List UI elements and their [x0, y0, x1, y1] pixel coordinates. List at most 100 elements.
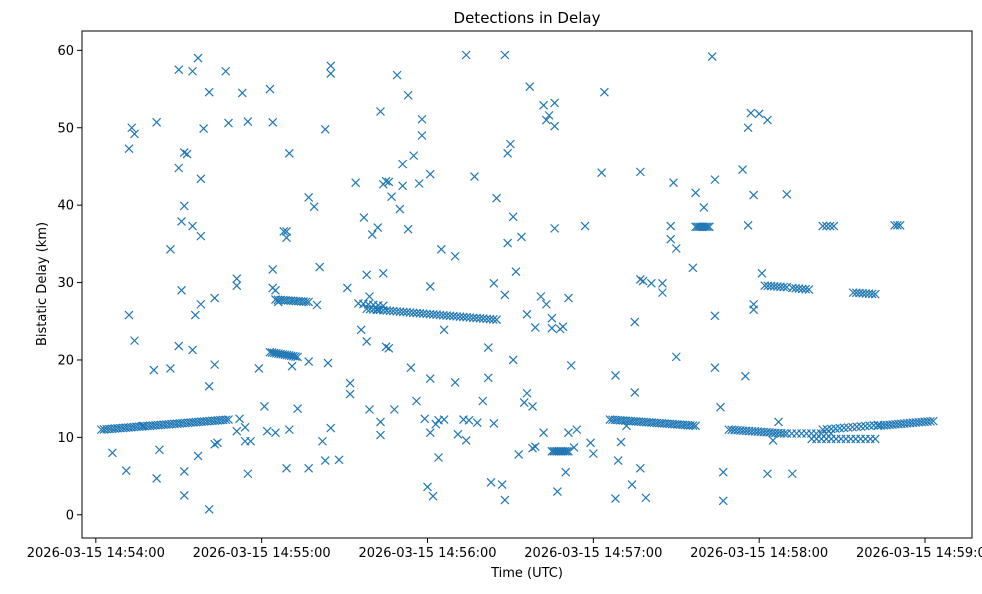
data-point: [154, 445, 164, 455]
y-tick-label: 10: [57, 431, 74, 446]
data-point: [403, 224, 413, 234]
data-point: [666, 234, 676, 244]
data-point: [638, 276, 648, 286]
data-point: [179, 148, 189, 157]
data-point: [716, 402, 725, 412]
x-tick-label: 2026-03-15 14:55:00: [193, 546, 331, 561]
data-point: [365, 405, 374, 414]
data-point: [622, 421, 631, 431]
data-point: [688, 263, 698, 273]
y-tick-label: 30: [57, 276, 74, 291]
data-point: [658, 288, 667, 298]
data-point: [182, 149, 192, 159]
data-point: [710, 175, 720, 185]
data-point: [630, 388, 640, 397]
data-point: [423, 482, 432, 492]
data-point: [508, 355, 518, 365]
data-point: [304, 357, 314, 366]
data-point: [127, 123, 137, 133]
data-point: [738, 165, 748, 174]
data-point: [309, 202, 319, 212]
data-point: [453, 429, 463, 439]
data-point: [801, 284, 811, 294]
data-point: [754, 109, 764, 119]
data-point: [550, 223, 560, 233]
data-point: [704, 222, 714, 232]
data-point: [564, 446, 573, 456]
data-point: [121, 466, 131, 476]
data-point: [547, 313, 557, 323]
data-point: [417, 114, 427, 124]
data-point: [152, 473, 162, 483]
data-point: [743, 220, 753, 230]
data-point: [301, 297, 311, 307]
data-point: [740, 371, 750, 381]
data-point: [425, 169, 435, 179]
data-point: [635, 463, 645, 473]
data-point: [566, 360, 576, 370]
data-point: [240, 422, 250, 432]
data-point: [503, 148, 513, 158]
data-point: [818, 221, 828, 231]
data-point: [701, 222, 710, 232]
data-point: [431, 419, 441, 429]
data-point: [666, 221, 676, 231]
data-point: [500, 50, 510, 60]
data-point: [547, 323, 557, 333]
data-point: [221, 66, 231, 76]
data-point: [552, 487, 562, 496]
data-point: [505, 139, 515, 149]
data-point: [124, 310, 134, 320]
data-point: [406, 363, 416, 373]
data-point: [190, 310, 200, 320]
data-point: [392, 70, 402, 80]
data-point: [895, 220, 905, 230]
data-point: [561, 467, 571, 477]
data-point: [282, 463, 291, 473]
data-point: [204, 87, 214, 97]
data-point: [718, 496, 728, 506]
data-point: [384, 343, 394, 353]
data-point: [204, 504, 214, 514]
data-point: [483, 343, 493, 353]
data-point: [428, 491, 438, 501]
data-point: [199, 124, 209, 133]
data-point: [787, 469, 797, 479]
data-point: [658, 278, 667, 288]
data-point: [530, 323, 540, 332]
data-point: [188, 345, 197, 355]
data-point: [558, 322, 568, 332]
data-point: [412, 396, 421, 406]
data-point: [345, 378, 355, 388]
data-point: [439, 325, 449, 335]
data-point: [273, 297, 283, 307]
data-point: [707, 52, 717, 61]
data-point: [179, 467, 189, 476]
data-point: [107, 448, 117, 458]
data-point: [282, 227, 291, 236]
data-point: [243, 117, 253, 126]
data-point: [381, 176, 391, 186]
data-point: [569, 443, 579, 452]
data-point: [235, 414, 244, 424]
data-point: [326, 61, 336, 71]
data-point: [420, 414, 430, 424]
data-point: [395, 204, 405, 214]
data-point: [829, 221, 839, 231]
data-point: [237, 88, 247, 98]
data-point: [743, 123, 753, 133]
data-point: [359, 213, 369, 222]
data-point: [892, 220, 902, 230]
y-axis: 0 10 20 30 40 50 60: [57, 44, 82, 523]
data-point: [174, 341, 184, 351]
data-point: [611, 494, 620, 503]
data-point: [616, 437, 626, 447]
data-point: [417, 131, 427, 140]
data-point: [425, 428, 435, 438]
data-point: [398, 181, 408, 191]
data-point: [588, 449, 598, 459]
data-point: [486, 477, 496, 487]
data-point: [174, 65, 184, 75]
data-point: [351, 178, 361, 188]
